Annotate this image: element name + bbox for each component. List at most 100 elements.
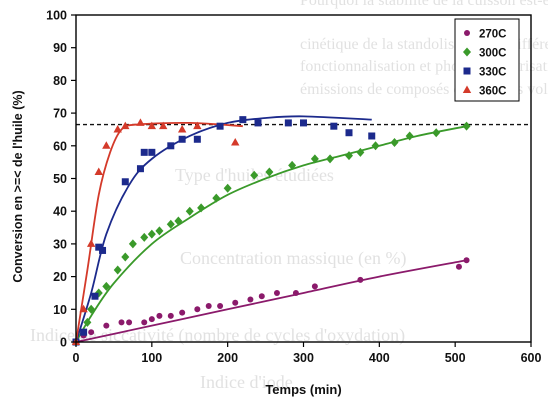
data-point-300c xyxy=(356,147,365,157)
legend: 270C 300C 330C 360C xyxy=(454,18,520,102)
data-point-330c xyxy=(178,135,186,143)
data-point-270c xyxy=(247,296,254,303)
data-point-270c xyxy=(463,257,470,264)
y-tick-label: 40 xyxy=(53,205,67,219)
x-tick-label: 0 xyxy=(73,351,80,365)
data-point-300c xyxy=(371,141,380,151)
fit-line-360c xyxy=(75,121,243,343)
y-tick-label: 20 xyxy=(53,270,67,284)
data-point-330c xyxy=(140,148,148,156)
data-point-300c xyxy=(197,203,206,213)
x-tick-label: 500 xyxy=(445,351,466,365)
data-point-300c xyxy=(174,216,183,226)
y-tick-label: 0 xyxy=(60,336,67,350)
data-point-270c xyxy=(179,309,186,316)
data-point-360c xyxy=(79,304,88,313)
data-point-270c xyxy=(148,316,155,323)
data-point-270c xyxy=(205,303,212,310)
legend-marker-330c xyxy=(463,67,471,75)
data-point-270c xyxy=(217,303,224,310)
data-point-300c xyxy=(462,121,471,131)
data-point-300c xyxy=(432,128,441,138)
data-point-330c xyxy=(148,148,156,156)
data-point-360c xyxy=(177,124,187,133)
data-point-360c xyxy=(147,121,157,130)
data-point-300c xyxy=(390,138,399,148)
y-tick-label: 60 xyxy=(53,139,67,153)
data-point-270c xyxy=(141,319,148,326)
data-markers-layer xyxy=(71,116,471,347)
data-point-360c xyxy=(113,124,122,133)
x-tick-label: 100 xyxy=(141,351,162,365)
data-point-300c xyxy=(326,154,335,164)
data-point-300c xyxy=(87,304,96,314)
data-point-300c xyxy=(83,317,92,327)
data-point-300c xyxy=(155,226,164,236)
data-point-270c xyxy=(118,319,125,326)
data-point-300c xyxy=(140,232,149,242)
data-point-330c xyxy=(121,178,129,186)
data-point-270c xyxy=(455,263,462,270)
data-point-270c xyxy=(258,293,265,300)
data-point-330c xyxy=(368,132,376,140)
data-point-270c xyxy=(88,329,95,336)
data-point-330c xyxy=(345,129,353,137)
data-point-300c xyxy=(121,252,130,262)
data-point-270c xyxy=(103,322,110,329)
x-tick-label: 300 xyxy=(293,351,314,365)
axes-layer: 0 100 200 300 400 500 600 0 10 20 30 40 50 60 70 80 90 10… xyxy=(46,9,541,366)
data-point-330c xyxy=(193,135,201,143)
data-point-300c xyxy=(288,160,297,170)
legend-marker-300c xyxy=(463,47,471,57)
y-tick-label: 70 xyxy=(53,107,67,121)
data-point-270c xyxy=(273,289,280,296)
data-point-330c xyxy=(239,116,247,124)
data-point-330c xyxy=(284,119,292,127)
data-point-360c xyxy=(159,121,168,130)
data-point-300c xyxy=(147,229,156,239)
data-point-300c xyxy=(405,131,414,141)
data-point-360c xyxy=(121,121,130,130)
data-point-270c xyxy=(232,299,239,306)
fit-line-330c xyxy=(75,115,372,343)
data-point-330c xyxy=(80,328,88,336)
data-point-300c xyxy=(223,183,232,193)
legend-marker-270c xyxy=(464,30,470,36)
fit-line-270c xyxy=(75,259,467,343)
data-point-330c xyxy=(300,119,307,127)
data-point-330c xyxy=(330,122,338,130)
data-point-360c xyxy=(86,239,96,247)
data-point-360c xyxy=(231,138,240,146)
data-point-270c xyxy=(292,289,299,296)
y-tick-label: 30 xyxy=(53,237,67,251)
data-point-300c xyxy=(113,265,122,275)
data-point-330c xyxy=(167,142,175,150)
data-point-300c xyxy=(166,219,175,229)
y-tick-label: 100 xyxy=(46,9,67,23)
data-point-270c xyxy=(194,306,201,313)
x-axis-label: Temps (min) xyxy=(265,382,341,397)
legend-label-300c: 300C xyxy=(479,48,507,60)
x-tick-label: 400 xyxy=(369,351,390,365)
y-tick-label: 50 xyxy=(53,172,67,186)
data-point-330c xyxy=(254,119,262,127)
data-point-270c xyxy=(167,312,174,319)
x-tick-label: 200 xyxy=(217,351,238,365)
data-point-270c xyxy=(311,283,318,290)
data-point-360c xyxy=(102,141,111,149)
data-point-300c xyxy=(128,239,137,249)
data-point-300c xyxy=(310,154,319,164)
data-point-300c xyxy=(345,151,353,161)
fit-lines-layer xyxy=(75,115,467,343)
data-point-300c xyxy=(185,206,194,216)
data-point-300c xyxy=(250,170,259,180)
data-point-270c xyxy=(126,319,133,326)
legend-label-360c: 360C xyxy=(479,86,507,98)
data-point-360c xyxy=(193,121,202,130)
x-tick-label: 600 xyxy=(521,351,542,365)
data-point-360c xyxy=(136,118,145,126)
y-axis-label: Conversion en >=< de l'huile (%) xyxy=(11,90,25,282)
fit-line-300c xyxy=(75,125,467,343)
